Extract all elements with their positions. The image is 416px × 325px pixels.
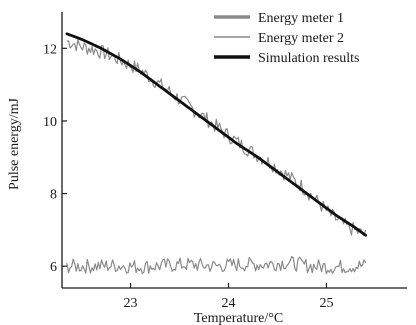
y-axis-title: Pulse energy/mJ bbox=[7, 97, 22, 189]
y-tick-label: 12 bbox=[43, 42, 57, 57]
plot-area bbox=[65, 32, 367, 275]
series-line-3 bbox=[65, 32, 367, 237]
series-line-2 bbox=[66, 255, 367, 275]
legend: Energy meter 1 Energy meter 2 Simulation r… bbox=[214, 11, 360, 66]
series-line-1 bbox=[66, 39, 367, 236]
x-tick-label: 25 bbox=[319, 296, 333, 311]
x-tick-label: 23 bbox=[124, 296, 138, 311]
axes: 6 8 10 12 23 24 25 bbox=[43, 12, 407, 311]
x-axis-title: Temperature/°C bbox=[194, 311, 283, 325]
y-tick-label: 8 bbox=[50, 188, 57, 203]
x-tick-label: 24 bbox=[222, 296, 236, 311]
y-tick-label: 6 bbox=[50, 260, 57, 275]
y-tick-label: 10 bbox=[43, 115, 57, 130]
legend-label-1: Energy meter 1 bbox=[258, 11, 344, 26]
legend-label-2: Energy meter 2 bbox=[258, 31, 344, 46]
legend-label-3: Simulation results bbox=[258, 51, 360, 66]
